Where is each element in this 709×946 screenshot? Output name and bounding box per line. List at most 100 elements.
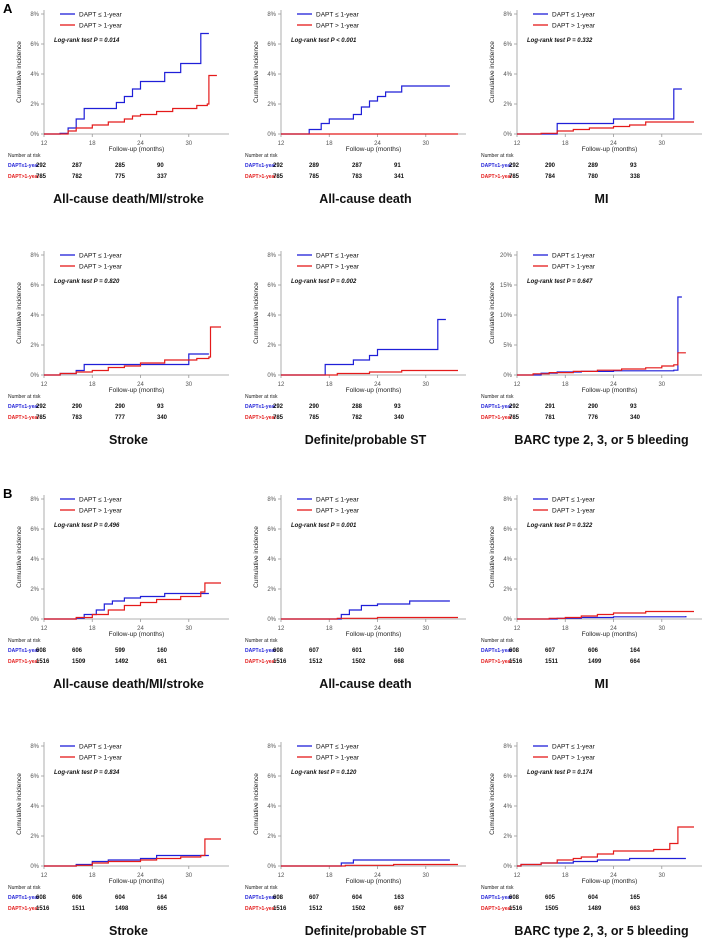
risk-count-le1: 292 [509,163,520,169]
x-tick-label: 24 [610,141,617,147]
legend-label-gt1: DAPT > 1-year [316,754,360,761]
risk-count-le1: 608 [36,895,47,901]
risk-count-le1: 160 [394,648,405,654]
panel-caption: All-cause death [319,192,411,206]
risk-count-le1: 287 [72,163,83,169]
y-axis-title: Cumulative incidence [253,773,260,835]
series-line-dapt-gt-1-year [44,326,221,376]
y-tick-label: 2% [30,102,39,108]
legend-label-gt1: DAPT > 1-year [316,507,360,514]
x-axis-title: Follow-up (months) [346,146,402,153]
risk-count-le1: 91 [394,163,401,169]
panel-caption: MI [595,192,609,206]
risk-count-gt1: 777 [115,415,126,421]
risk-count-gt1: 1505 [545,906,559,912]
risk-count-gt1: 1516 [273,659,287,665]
series-line-dapt-gt-1-year [44,582,221,620]
y-tick-label: 4% [503,804,512,810]
y-tick-label: 6% [503,527,512,533]
risk-count-le1: 287 [352,163,363,169]
x-axis-title: Follow-up (months) [346,878,402,885]
logrank-pvalue: Log-rank test P = 0.820 [54,279,120,285]
legend-label-gt1: DAPT > 1-year [79,263,123,270]
risk-header: Number at risk [245,153,278,159]
risk-count-gt1: 667 [394,906,405,912]
x-axis-title: Follow-up (months) [109,387,165,394]
km-panel: 0% 2% 4% 6% 8% Cumulative incidence 12 18 24 30 Fo… [245,495,466,691]
y-tick-label: 2% [30,834,39,840]
y-tick-label: 0% [267,132,276,138]
logrank-pvalue: Log-rank test P = 0.174 [527,770,593,776]
y-tick-label: 0% [30,132,39,138]
y-tick-label: 6% [30,527,39,533]
x-tick-label: 24 [137,626,144,632]
legend-label-gt1: DAPT > 1-year [316,263,360,270]
series-line-dapt-gt-1-year [281,369,458,376]
y-axis-title: Cumulative incidence [16,773,23,835]
y-tick-label: 4% [267,557,276,563]
risk-count-gt1: 783 [352,174,363,180]
risk-label-le1: DAPT≤1-year [481,895,512,901]
y-tick-label: 8% [267,744,276,750]
risk-label-le1: DAPT≤1-year [245,163,276,169]
km-panel: 0% 2% 4% 6% 8% Cumulative incidence 12 18 24 30 Fo… [8,10,229,206]
risk-label-gt1: DAPT>1-year [8,174,39,180]
x-tick-label: 12 [278,382,285,388]
risk-count-le1: 164 [630,648,641,654]
risk-count-le1: 160 [157,648,168,654]
legend-label-le1: DAPT ≤ 1-year [79,496,123,503]
logrank-pvalue: Log-rank test P = 0.496 [54,523,120,529]
series-line-dapt-gt-1-year [517,121,694,135]
series-line-dapt-gt-1-year [517,826,694,867]
risk-count-gt1: 665 [157,906,168,912]
risk-count-gt1: 785 [509,415,520,421]
y-tick-label: 0% [503,617,512,623]
legend-label-le1: DAPT ≤ 1-year [79,252,123,259]
x-tick-label: 12 [41,382,48,388]
logrank-pvalue: Log-rank test P = 0.647 [527,279,593,285]
y-tick-label: 8% [30,744,39,750]
legend-label-le1: DAPT ≤ 1-year [316,252,360,259]
x-axis-title: Follow-up (months) [582,631,638,638]
risk-header: Number at risk [8,153,41,159]
risk-count-gt1: 668 [394,659,405,665]
x-tick-label: 18 [562,141,569,147]
series-line-dapt-le-1-year [44,592,209,620]
risk-header: Number at risk [245,394,278,400]
risk-count-le1: 608 [509,648,520,654]
legend-label-le1: DAPT ≤ 1-year [552,252,596,259]
risk-header: Number at risk [245,885,278,891]
series-line-dapt-gt-1-year [517,610,694,620]
x-tick-label: 18 [89,141,96,147]
x-tick-label: 18 [326,141,333,147]
logrank-pvalue: Log-rank test P = 0.332 [527,38,593,44]
risk-count-gt1: 338 [630,174,641,180]
logrank-pvalue: Log-rank test P = 0.014 [54,38,120,44]
y-tick-label: 2% [267,102,276,108]
km-panel: 0% 2% 4% 6% 8% Cumulative incidence 12 18 24 30 Fo… [481,10,702,206]
risk-label-gt1: DAPT>1-year [481,906,512,912]
risk-count-le1: 292 [273,404,284,410]
risk-label-gt1: DAPT>1-year [481,174,512,180]
risk-count-gt1: 340 [630,415,641,421]
y-axis-title: Cumulative incidence [489,773,496,835]
risk-count-le1: 599 [115,648,126,654]
x-tick-label: 12 [41,141,48,147]
risk-count-le1: 604 [115,895,126,901]
risk-count-gt1: 1516 [273,906,287,912]
risk-count-gt1: 663 [630,906,641,912]
km-panel: 0% 2% 4% 6% 8% Cumulative incidence 12 18 24 30 Fo… [8,495,229,691]
y-tick-label: 2% [267,343,276,349]
panel-caption: BARC type 2, 3, or 5 bleeding [514,924,688,938]
y-tick-label: 4% [503,557,512,563]
series-line-dapt-gt-1-year [44,838,221,867]
x-tick-label: 30 [658,626,665,632]
x-tick-label: 12 [41,626,48,632]
x-tick-label: 24 [610,873,617,879]
x-tick-label: 18 [562,873,569,879]
legend-label-le1: DAPT ≤ 1-year [552,743,596,750]
y-tick-label: 20% [500,253,513,259]
y-axis-title: Cumulative incidence [253,282,260,344]
risk-count-le1: 289 [588,163,599,169]
risk-count-le1: 290 [115,404,126,410]
